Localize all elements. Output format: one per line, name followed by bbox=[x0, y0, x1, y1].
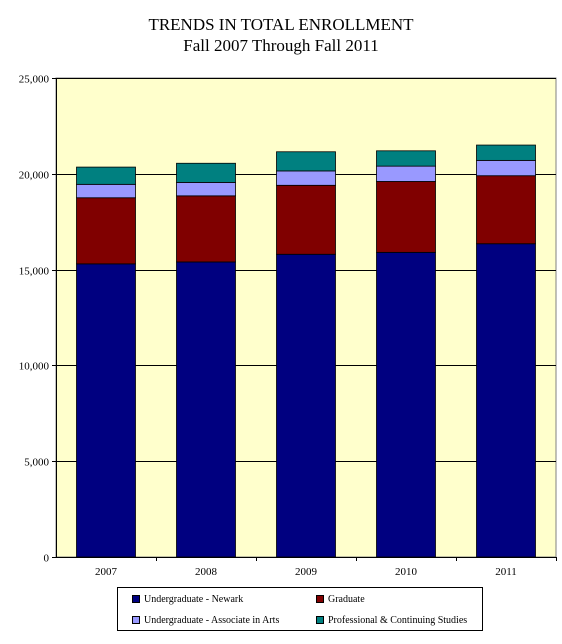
bar-segment-2007-1 bbox=[76, 197, 136, 265]
chart-title: TRENDS IN TOTAL ENROLLMENT bbox=[148, 15, 414, 34]
legend-swatch-associate-in-arts bbox=[132, 615, 140, 624]
chart-title-block: TRENDS IN TOTAL ENROLLMENT Fall 2007 Thr… bbox=[0, 14, 562, 56]
bar-segment-2011-2 bbox=[476, 159, 536, 177]
chart-subtitle: Fall 2007 Through Fall 2011 bbox=[183, 36, 379, 55]
bar-segment-2010-1 bbox=[376, 181, 436, 253]
bar-segment-2009-1 bbox=[276, 184, 336, 255]
legend-swatch-professional-continuing bbox=[316, 615, 324, 624]
bar-segment-2010-3 bbox=[376, 150, 436, 167]
x-tick-label: 2010 bbox=[395, 566, 418, 578]
legend-item-undergraduate-newark: Undergraduate - Newark bbox=[132, 594, 243, 606]
bar-segment-2011-3 bbox=[476, 144, 536, 161]
y-tick-label: 5,000 bbox=[24, 457, 49, 469]
y-tick-label: 15,000 bbox=[19, 266, 50, 278]
legend-item-professional-continuing: Professional & Continuing Studies bbox=[316, 615, 467, 627]
chart-legend: Undergraduate - Newark Graduate Undergra… bbox=[117, 587, 483, 631]
bar-segment-2010-0 bbox=[376, 251, 436, 558]
bar-segment-2010-2 bbox=[376, 165, 436, 182]
bar-segment-2008-2 bbox=[176, 182, 236, 197]
y-tick-label: 10,000 bbox=[19, 361, 50, 373]
bar-segment-2011-0 bbox=[476, 243, 536, 558]
bar-segment-2009-2 bbox=[276, 170, 336, 186]
legend-swatch-graduate bbox=[316, 594, 324, 603]
bar-segment-2009-3 bbox=[276, 151, 336, 172]
legend-swatch-undergraduate-newark bbox=[132, 594, 140, 603]
bar-segment-2011-1 bbox=[476, 175, 536, 245]
y-tick-label: 20,000 bbox=[19, 170, 50, 182]
bar-segment-2009-0 bbox=[276, 253, 336, 558]
bar-segment-2008-0 bbox=[176, 261, 236, 558]
legend-label-undergraduate-newark: Undergraduate - Newark bbox=[144, 594, 244, 605]
legend-label-professional-continuing: Professional & Continuing Studies bbox=[328, 615, 468, 626]
x-tick-label: 2007 bbox=[95, 566, 118, 578]
legend-item-associate-in-arts: Undergraduate - Associate in Arts bbox=[132, 615, 279, 627]
bar-segment-2007-2 bbox=[76, 183, 136, 199]
legend-label-associate-in-arts: Undergraduate - Associate in Arts bbox=[144, 615, 280, 626]
x-tick-label: 2011 bbox=[495, 566, 517, 578]
bar-segment-2008-1 bbox=[176, 195, 236, 263]
y-tick-label: 25,000 bbox=[19, 74, 50, 86]
x-tick-label: 2009 bbox=[295, 566, 318, 578]
legend-label-graduate: Graduate bbox=[328, 594, 365, 605]
x-tick-label: 2008 bbox=[195, 566, 218, 578]
bar-segment-2007-3 bbox=[76, 166, 136, 185]
bar-segment-2007-0 bbox=[76, 263, 136, 558]
y-tick-label: 0 bbox=[44, 553, 50, 565]
bar-segment-2008-3 bbox=[176, 162, 236, 183]
legend-item-graduate: Graduate bbox=[316, 594, 365, 606]
